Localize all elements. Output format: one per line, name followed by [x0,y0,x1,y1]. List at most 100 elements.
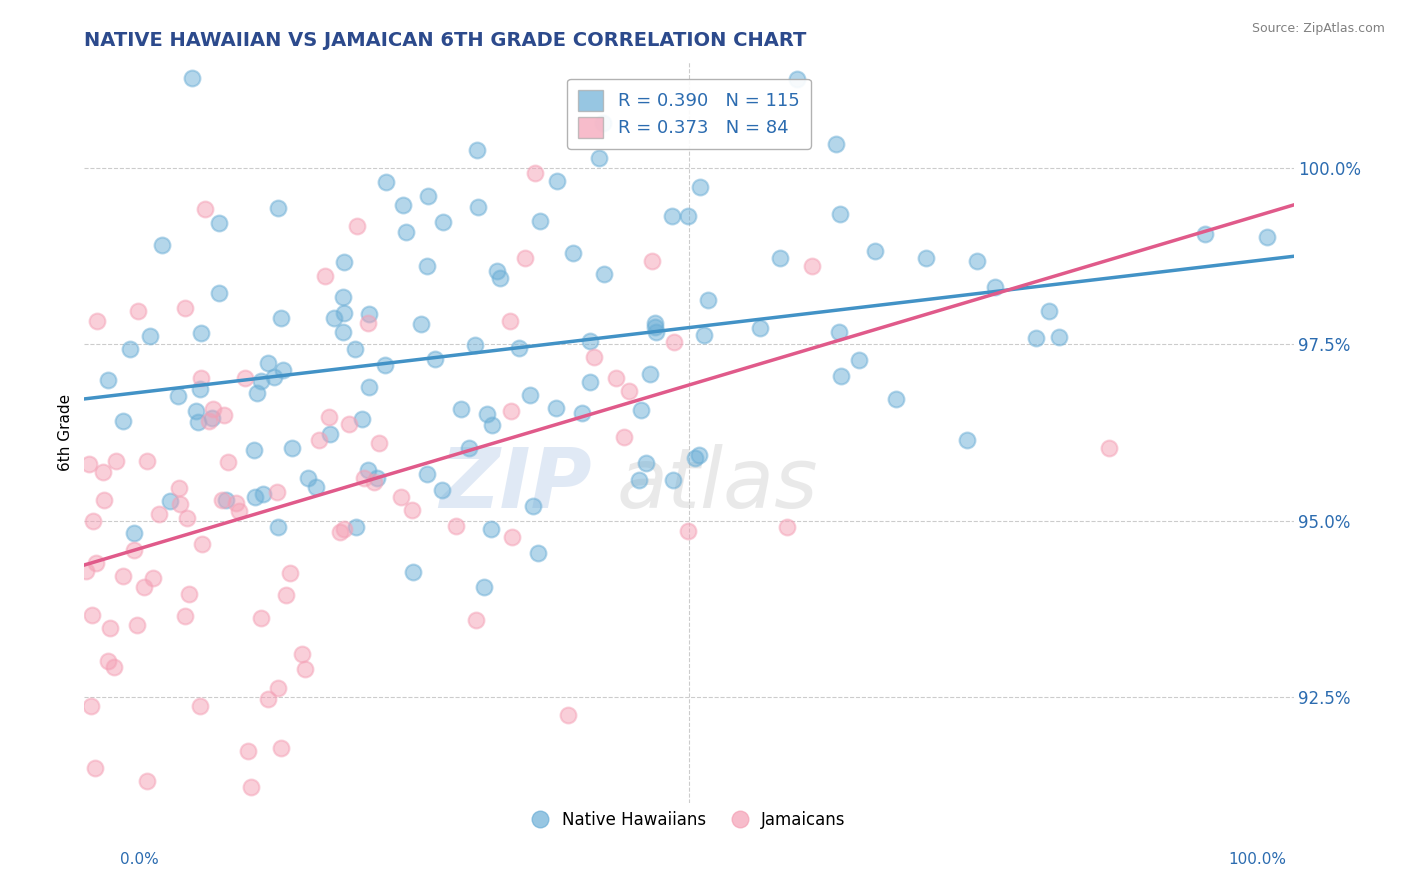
Point [93,492,115,507]
Point [464,338,486,352]
Point [523,165,546,179]
Point [578,376,600,390]
Point [308,433,330,447]
Point [1098,441,1121,455]
Point [191,537,214,551]
Point [135,454,157,468]
Point [357,380,380,394]
Point [1256,230,1278,244]
Point [579,334,602,348]
Point [332,290,354,304]
Point [689,180,711,194]
Point [748,321,770,335]
Point [498,314,520,328]
Point [450,402,472,417]
Point [215,492,238,507]
Point [91,465,114,479]
Point [848,353,870,368]
Point [956,434,979,448]
Point [546,174,568,188]
Text: atlas: atlas [616,444,818,525]
Point [592,116,614,130]
Text: Source: ZipAtlas.com: Source: ZipAtlas.com [1251,22,1385,36]
Point [423,352,446,367]
Point [159,494,181,508]
Point [863,244,886,259]
Point [305,480,328,494]
Point [190,326,212,340]
Point [188,698,211,713]
Point [271,363,294,377]
Point [270,741,292,756]
Point [389,490,412,504]
Point [75,564,97,578]
Point [1025,331,1047,345]
Point [239,780,262,795]
Point [211,492,233,507]
Point [676,524,699,539]
Point [391,198,413,212]
Point [174,301,197,315]
Point [243,490,266,504]
Point [513,251,536,265]
Point [522,499,544,513]
Point [882,26,904,40]
Point [627,473,650,487]
Point [688,448,710,462]
Point [125,618,148,632]
Point [188,382,211,396]
Legend: Native Hawaiians, Jamaicans: Native Hawaiians, Jamaicans [526,804,852,835]
Point [236,744,259,758]
Point [267,201,290,215]
Point [294,663,316,677]
Point [346,219,368,233]
Point [638,367,661,381]
Point [416,467,439,482]
Point [1049,330,1071,344]
Point [411,317,433,331]
Point [112,414,135,428]
Point [202,401,225,416]
Point [645,326,668,340]
Point [344,342,367,356]
Point [488,270,510,285]
Text: ZIP: ZIP [440,444,592,525]
Point [508,341,530,355]
Point [915,251,938,265]
Point [481,417,503,432]
Point [557,708,579,723]
Point [800,259,823,273]
Point [401,503,423,517]
Point [472,580,495,594]
Point [84,556,107,570]
Point [208,285,231,300]
Point [148,507,170,521]
Point [194,202,217,217]
Y-axis label: 6th Grade: 6th Grade [58,394,73,471]
Point [467,200,489,214]
Point [198,414,221,428]
Point [332,522,354,536]
Point [1038,303,1060,318]
Point [329,524,352,539]
Point [120,342,142,356]
Point [416,189,439,203]
Point [135,774,157,789]
Point [583,350,606,364]
Point [98,621,121,635]
Point [457,441,479,455]
Point [319,427,342,442]
Point [242,442,264,457]
Point [217,455,239,469]
Point [374,359,396,373]
Point [561,246,583,260]
Point [150,238,173,252]
Point [634,456,657,470]
Point [270,311,292,326]
Point [350,412,373,426]
Point [82,514,104,528]
Point [169,497,191,511]
Point [464,614,486,628]
Point [225,496,247,510]
Point [693,328,716,343]
